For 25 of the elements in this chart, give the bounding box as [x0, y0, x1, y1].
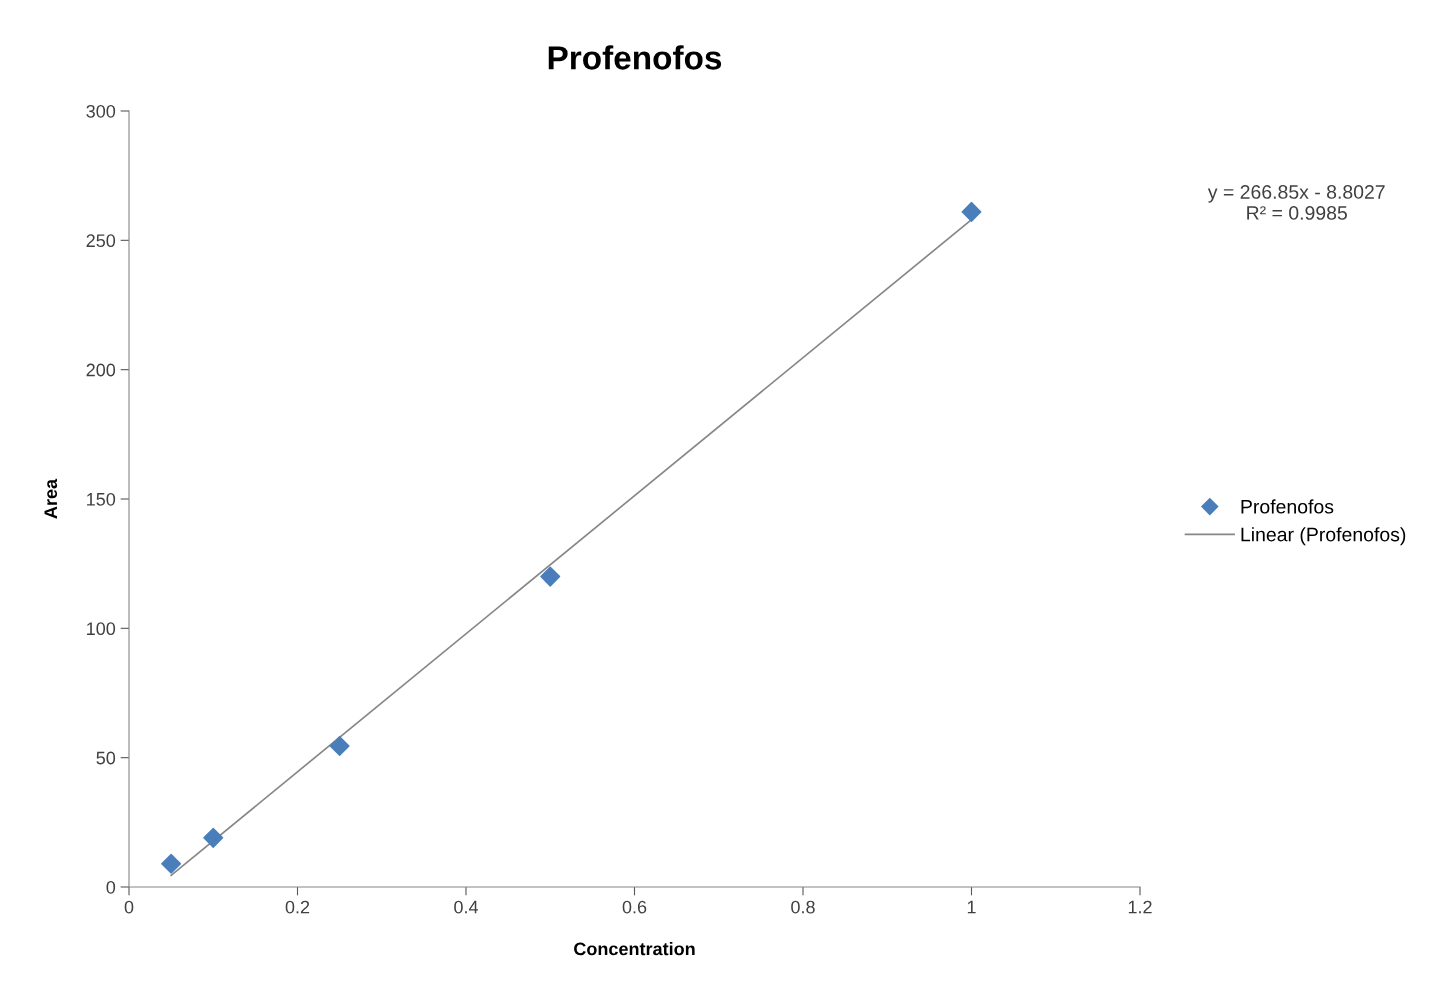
x-tick-label: 0.2 — [285, 900, 310, 914]
legend-label: Profenofos — [1241, 499, 1334, 514]
point — [161, 853, 182, 874]
x-axis-title: Concentration — [574, 942, 695, 956]
y-tick-label: 50 — [96, 751, 116, 765]
x-tick-label: 0.6 — [622, 900, 647, 914]
text: y = 266.85x - 8.8027 R² = 0.9985 — [1207, 185, 1385, 220]
y-tick-label: 100 — [87, 622, 116, 636]
y-axis-title: Area — [44, 478, 58, 519]
x-tick-label: 0.8 — [791, 900, 815, 914]
point — [961, 201, 982, 222]
legend-label: Linear (Profenofos) — [1241, 527, 1406, 546]
y-tick-label: 200 — [86, 363, 116, 377]
y-tick-label: 150 — [87, 492, 116, 506]
x-tick-label: 1 — [967, 900, 976, 914]
y-tick-label: 0 — [106, 880, 116, 894]
x-tick-label: 1.2 — [1128, 900, 1152, 914]
y-tick-label: 250 — [86, 234, 116, 248]
point — [329, 736, 350, 757]
point — [203, 827, 224, 848]
chart-title: Profenofos — [548, 45, 722, 70]
y-tick-label: 300 — [86, 104, 116, 118]
x-tick-label: 0 — [124, 900, 134, 914]
x-tick-label: 0.4 — [454, 900, 479, 914]
point — [540, 566, 561, 587]
